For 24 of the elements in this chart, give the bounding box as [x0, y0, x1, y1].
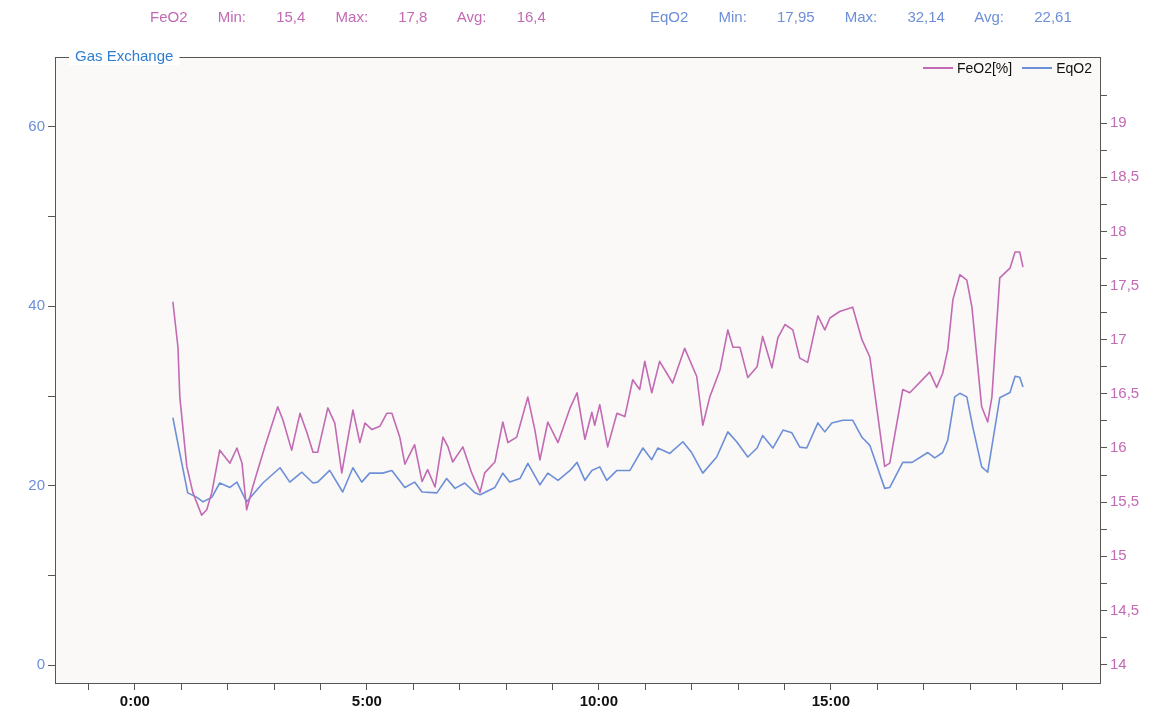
text: FeO2 Min: 15,4 Max: 17,8 Avg: 16,4	[150, 8, 546, 25]
y-tick-label: 60	[28, 117, 45, 135]
y2-tick-label: 18	[1110, 221, 1127, 239]
y2-tick-label: 14,5	[1110, 600, 1140, 618]
x-tick-label: 0:00	[119, 692, 150, 710]
y2-tick-label: 17,5	[1110, 275, 1140, 293]
text: EqO2 Min: 17,95 Max: 32,14 Avg: 22,61	[650, 8, 1072, 25]
x-tick-label: 15:00	[811, 692, 851, 710]
x-tick-label: 5:00	[351, 692, 382, 710]
y2-tick-label: 17	[1110, 329, 1127, 347]
y-tick-label: 40	[28, 296, 45, 314]
x-tick-label: 10:00	[579, 692, 619, 710]
y2-tick-label: 18,5	[1110, 167, 1140, 185]
legend-label: EqO2	[1056, 60, 1092, 76]
y-tick-label: 20	[28, 475, 45, 493]
y2-tick-label: 14	[1110, 654, 1127, 672]
legend-label: FeO2[%]	[956, 60, 1013, 76]
y2-tick-label: 15,5	[1110, 492, 1140, 510]
y2-tick-label: 15	[1110, 546, 1127, 564]
chart-title: Gas Exchange	[75, 47, 174, 65]
y-tick-label: 0	[36, 655, 45, 673]
y2-tick-label: 16	[1110, 438, 1127, 456]
y2-tick-label: 16,5	[1110, 383, 1140, 401]
y2-tick-label: 19	[1110, 113, 1127, 131]
